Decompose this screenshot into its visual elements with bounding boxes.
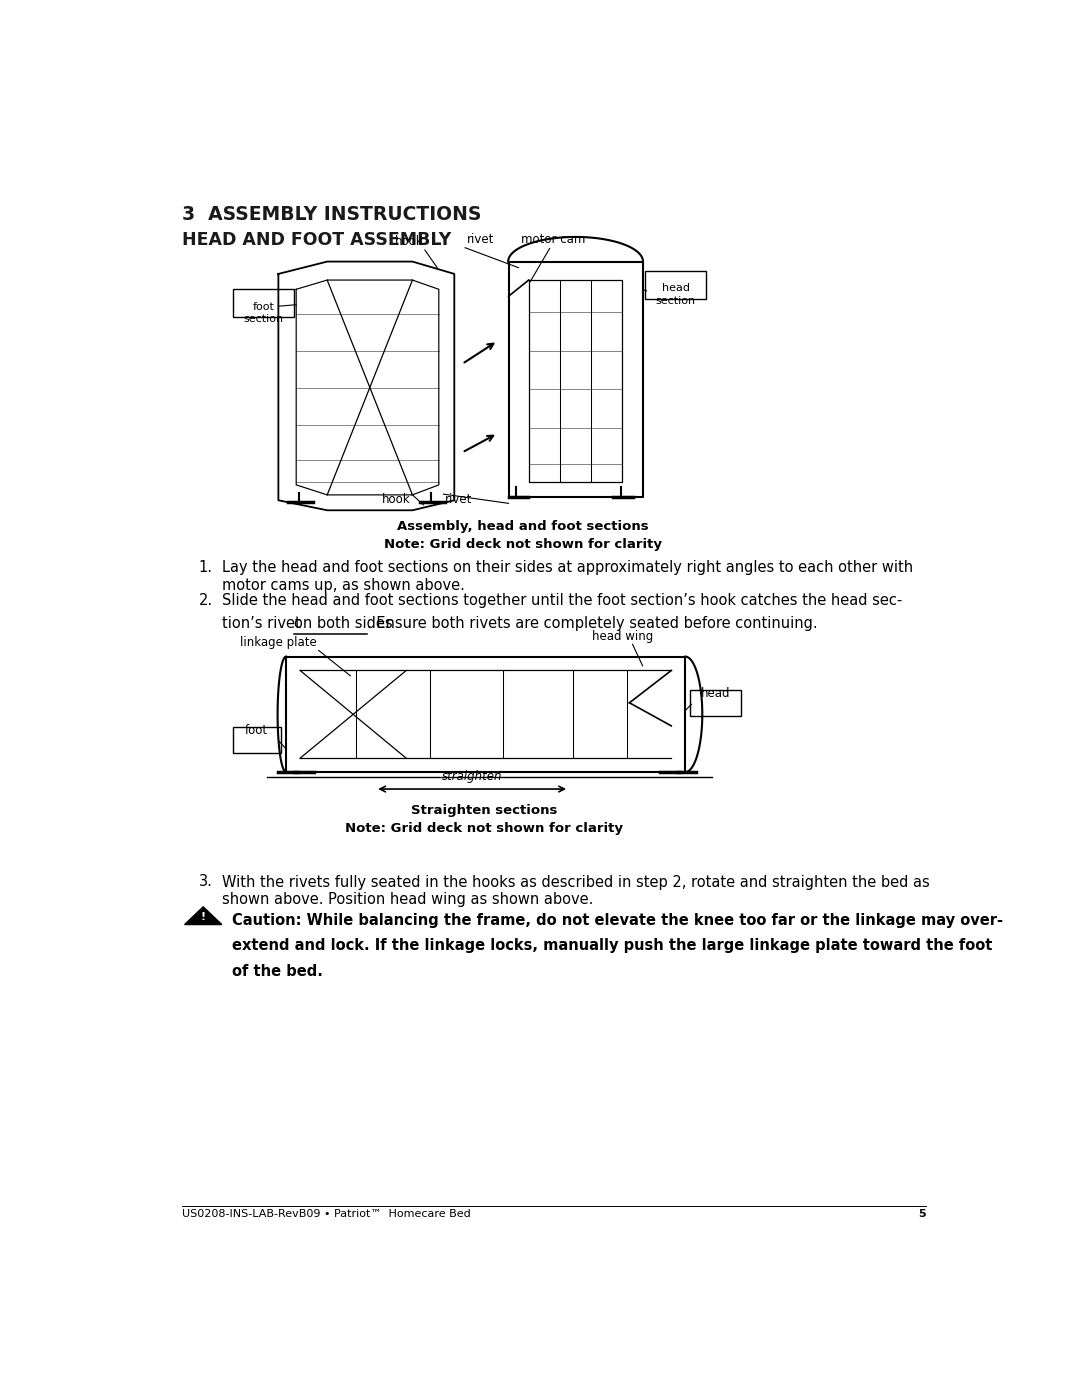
Text: Caution: While balancing the frame, do not elevate the knee too far or the linka: Caution: While balancing the frame, do n… xyxy=(232,914,1003,928)
Text: 2.: 2. xyxy=(199,592,213,608)
Text: rivet: rivet xyxy=(445,493,472,506)
Text: Note: Grid deck not shown for clarity: Note: Grid deck not shown for clarity xyxy=(345,823,623,835)
Text: of the bed.: of the bed. xyxy=(232,964,323,979)
FancyBboxPatch shape xyxy=(690,690,741,715)
Polygon shape xyxy=(185,907,221,925)
Text: Lay the head and foot sections on their sides at approximately right angles to e: Lay the head and foot sections on their … xyxy=(221,560,913,592)
Text: foot: foot xyxy=(245,724,268,738)
Text: tion’s rivet: tion’s rivet xyxy=(221,616,306,631)
Text: HEAD AND FOOT ASSEMBLY: HEAD AND FOOT ASSEMBLY xyxy=(181,231,450,249)
FancyBboxPatch shape xyxy=(232,289,294,317)
Text: hook: hook xyxy=(394,236,423,249)
Text: 5: 5 xyxy=(918,1208,926,1218)
Text: 3.: 3. xyxy=(199,875,213,890)
Text: Straighten sections: Straighten sections xyxy=(410,805,557,817)
Text: 3  ASSEMBLY INSTRUCTIONS: 3 ASSEMBLY INSTRUCTIONS xyxy=(181,204,481,224)
Text: extend and lock. If the linkage locks, manually push the large linkage plate tow: extend and lock. If the linkage locks, m… xyxy=(232,939,993,953)
Text: With the rivets fully seated in the hooks as described in step 2, rotate and str: With the rivets fully seated in the hook… xyxy=(221,875,930,907)
Text: . Ensure both rivets are completely seated before continuing.: . Ensure both rivets are completely seat… xyxy=(367,616,818,631)
FancyBboxPatch shape xyxy=(645,271,706,299)
Text: !: ! xyxy=(201,912,206,922)
FancyBboxPatch shape xyxy=(232,726,281,753)
Text: Assembly, head and foot sections: Assembly, head and foot sections xyxy=(396,520,648,534)
Text: motor cam: motor cam xyxy=(521,233,585,246)
Text: 1.: 1. xyxy=(199,560,213,576)
Text: hook: hook xyxy=(381,493,410,506)
Text: head: head xyxy=(701,687,730,700)
Text: US0208-INS-LAB-RevB09 • Patriot™  Homecare Bed: US0208-INS-LAB-RevB09 • Patriot™ Homecar… xyxy=(181,1208,470,1218)
Text: Slide the head and foot sections together until the foot section’s hook catches : Slide the head and foot sections togethe… xyxy=(221,592,902,608)
Text: straighten: straighten xyxy=(442,770,502,782)
Text: rivet: rivet xyxy=(467,233,494,246)
Text: on both sides: on both sides xyxy=(295,616,393,631)
Text: head wing: head wing xyxy=(592,630,653,643)
Text: head
section: head section xyxy=(656,284,696,306)
Text: linkage plate: linkage plate xyxy=(241,636,318,648)
Text: foot
section: foot section xyxy=(243,302,283,324)
Text: Note: Grid deck not shown for clarity: Note: Grid deck not shown for clarity xyxy=(383,538,661,550)
